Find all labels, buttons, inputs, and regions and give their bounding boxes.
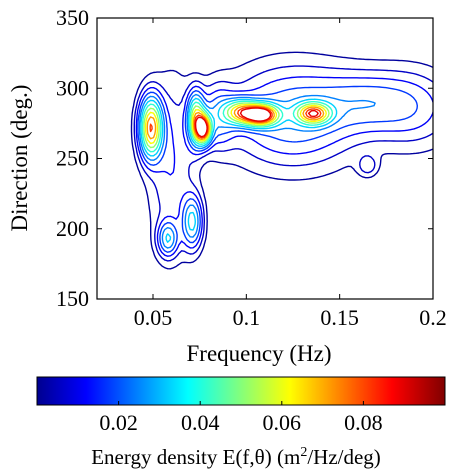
- y-tick-label: 200: [56, 216, 89, 241]
- colorbar-label: Energy density E(f,θ) (m2/Hz/deg): [91, 445, 381, 469]
- x-tick-label: 0.2: [419, 305, 447, 330]
- colorbar: [36, 376, 446, 406]
- contour-line: [149, 106, 322, 139]
- contour-line: [146, 105, 325, 141]
- y-axis-label: Direction (deg.): [7, 85, 32, 232]
- contour-line: [143, 102, 330, 149]
- colorbar-ticks: 0.02 0.04 0.06 0.08: [99, 401, 383, 435]
- contour-line: [141, 100, 334, 153]
- colorbar-tick-label: 0.08: [344, 410, 383, 435]
- y-tick-label: 150: [56, 286, 89, 311]
- x-tick-label: 0.15: [320, 305, 359, 330]
- colorbar-tick-label: 0.06: [263, 410, 302, 435]
- contour-line: [144, 103, 327, 145]
- y-tick-label: 300: [56, 75, 89, 100]
- contour-line: [194, 107, 319, 138]
- x-tick-label: 0.05: [134, 305, 173, 330]
- y-tick-label: 350: [56, 5, 89, 30]
- colorbar-label-prefix: Energy density E(f,θ) (m: [91, 445, 300, 469]
- colorbar-label-superscript: 2: [300, 445, 307, 460]
- y-tick-label: 250: [56, 146, 89, 171]
- x-tick-label: 0.1: [233, 305, 261, 330]
- x-axis: 0.05 0.1 0.15 0.2: [134, 18, 447, 330]
- colorbar-label-suffix: /Hz/deg): [307, 445, 380, 469]
- contour-plot: [130, 51, 433, 270]
- contour-line: [137, 85, 418, 253]
- contour-line: [133, 65, 433, 262]
- x-axis-label: Frequency (Hz): [187, 341, 332, 366]
- colorbar-tick-label: 0.04: [181, 410, 220, 435]
- y-axis: 150 200 250 300 350: [56, 5, 433, 311]
- contour-line: [140, 97, 338, 243]
- contour-line: [135, 76, 433, 257]
- colorbar-tick-label: 0.02: [99, 410, 138, 435]
- contour-line: [138, 93, 376, 249]
- contour-line: [130, 51, 433, 270]
